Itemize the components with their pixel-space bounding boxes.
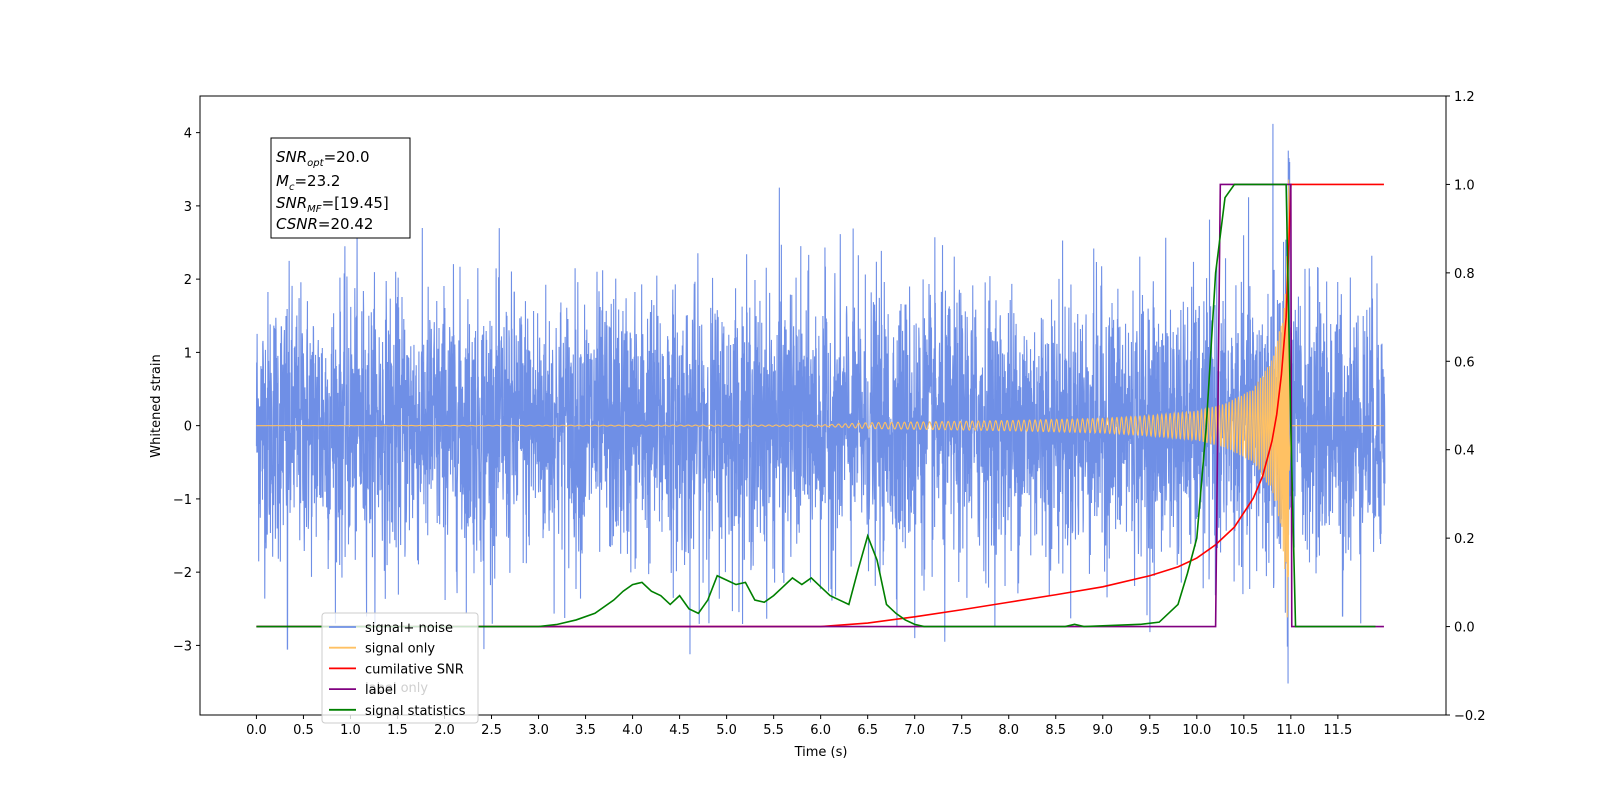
series-signal-statistics — [256, 183, 1376, 628]
annotation-csnr: CSNR=20.42 — [276, 215, 373, 233]
x-tick-label: 8.5 — [1045, 723, 1066, 738]
x-axis-label: Time (s) — [794, 745, 848, 760]
x-tick-label: 9.5 — [1139, 723, 1160, 738]
annotation-snr-mf: SNRMF=[19.45] — [276, 194, 389, 215]
y-right-tick-label: −0.2 — [1454, 709, 1486, 724]
x-tick-label: 3.5 — [575, 723, 596, 738]
legend-hidden-label: label only — [365, 681, 428, 696]
x-tick-label: 11.0 — [1276, 723, 1305, 738]
legend-box — [321, 612, 479, 724]
x-tick-label: 2.0 — [434, 723, 455, 738]
y-right-tick-label: 0.2 — [1454, 532, 1475, 547]
y-axis-left: −3 −2 −1 0 1 2 3 4 — [173, 127, 200, 654]
y-left-tick-label: −2 — [173, 566, 192, 581]
y-right-tick-label: 0.8 — [1454, 267, 1475, 282]
legend-label: signal statistics — [365, 704, 466, 719]
x-tick-label: 4.5 — [669, 723, 690, 738]
y-right-tick-label: 0.0 — [1454, 621, 1475, 636]
series-layer — [255, 123, 1386, 684]
x-tick-label: 1.5 — [387, 723, 408, 738]
x-tick-label: 5.0 — [716, 723, 737, 738]
x-tick-label: 10.5 — [1229, 723, 1258, 738]
y-left-tick-label: −3 — [173, 639, 192, 654]
x-tick-label: 6.0 — [810, 723, 831, 738]
x-tick-label: 2.5 — [481, 723, 502, 738]
y-right-tick-label: 1.0 — [1454, 178, 1475, 193]
x-tick-label: 3.0 — [528, 723, 549, 738]
y-left-tick-label: −1 — [173, 493, 192, 508]
legend-label: cumilative SNR — [365, 662, 464, 677]
y-axis-right: −0.2 0.0 0.2 0.4 0.6 0.8 1.0 1.2 — [1446, 90, 1486, 724]
legend: label only signal+ noise signal only cumil… — [321, 612, 479, 724]
y-left-tick-label: 1 — [184, 346, 192, 361]
annotation-box: SNRopt=20.0 Mc=23.2 SNRMF=[19.45] CSNR=2… — [270, 137, 411, 239]
legend-label: signal only — [365, 642, 435, 657]
x-tick-label: 0.0 — [246, 723, 267, 738]
legend-label: label — [365, 683, 396, 698]
series-signal-noise — [255, 123, 1386, 684]
series-cumulative-snr — [256, 183, 1384, 628]
x-tick-label: 7.0 — [904, 723, 925, 738]
y-right-tick-label: 0.4 — [1454, 444, 1475, 459]
x-tick-label: 5.5 — [763, 723, 784, 738]
y-left-tick-label: 2 — [184, 273, 192, 288]
y-axis-label: Whitened strain — [149, 354, 164, 457]
x-tick-label: 6.5 — [857, 723, 878, 738]
y-left-tick-label: 0 — [184, 420, 192, 435]
x-tick-label: 7.5 — [951, 723, 972, 738]
annotation-snr-opt: SNRopt=20.0 — [276, 148, 370, 169]
x-tick-label: 9.0 — [1092, 723, 1113, 738]
x-tick-label: 8.0 — [998, 723, 1019, 738]
plot-frame — [199, 95, 1447, 716]
x-tick-label: 11.5 — [1323, 723, 1352, 738]
x-tick-label: 0.5 — [293, 723, 314, 738]
legend-label: signal+ noise — [365, 621, 453, 636]
x-axis: 0.0 0.5 1.0 1.5 2.0 2.5 3.0 3.5 4.0 4.5 5.0 5.5 6.0 6… — [246, 715, 1352, 738]
x-tick-label: 4.0 — [622, 723, 643, 738]
series-signal-only — [256, 179, 1384, 618]
y-left-tick-label: 3 — [184, 200, 192, 215]
annotation-mc: Mc=23.2 — [276, 172, 340, 193]
y-right-tick-label: 0.6 — [1454, 355, 1475, 370]
y-left-tick-label: 4 — [184, 127, 192, 142]
y-right-tick-label: 1.2 — [1454, 90, 1475, 105]
x-tick-label: 1.0 — [340, 723, 361, 738]
x-tick-label: 10.0 — [1182, 723, 1211, 738]
